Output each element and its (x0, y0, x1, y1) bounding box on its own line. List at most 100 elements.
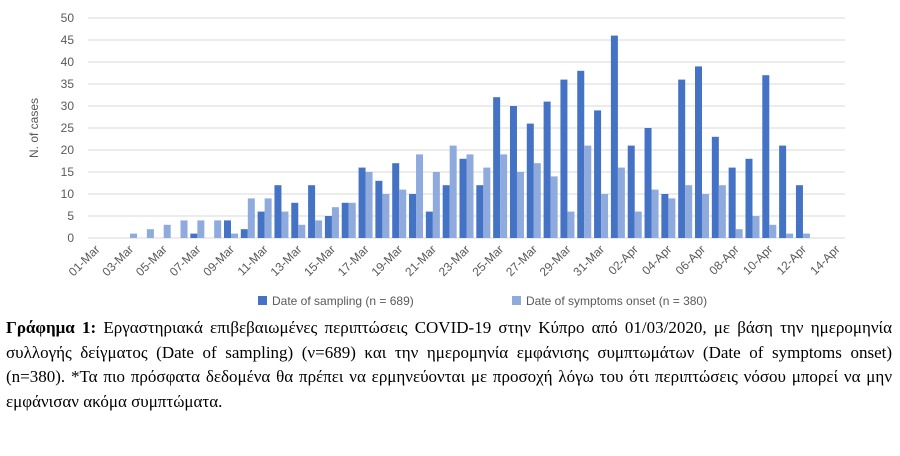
y-tick-label: 45 (61, 33, 75, 47)
y-tick-label: 35 (61, 77, 75, 91)
bar-date-of-symptoms-onset (516, 172, 524, 238)
x-tick-label: 06-Apr (673, 242, 708, 277)
bar-date-of-symptoms-onset (247, 198, 255, 238)
bar-date-of-symptoms-onset (769, 224, 777, 238)
x-tick-label: 02-Apr (605, 242, 640, 277)
bar-date-of-symptoms-onset (163, 224, 171, 238)
bar-date-of-symptoms-onset (702, 194, 710, 238)
legend: Date of sampling (n = 689) Date of sympto… (258, 294, 707, 308)
bar-date-of-symptoms-onset (601, 194, 609, 238)
bar-date-of-sampling (324, 216, 332, 238)
bar-date-of-symptoms-onset (315, 220, 323, 238)
bar-date-of-symptoms-onset (416, 154, 424, 238)
bar-date-of-symptoms-onset (483, 167, 491, 238)
bar-date-of-symptoms-onset (130, 233, 138, 238)
caption-text: Εργαστηριακά επιβεβαιωμένες περιπτώσεις … (6, 318, 892, 411)
bar-date-of-sampling (678, 79, 686, 238)
bar-date-of-sampling (257, 211, 265, 238)
x-tick-label: 04-Apr (639, 242, 674, 277)
bar-date-of-sampling (240, 229, 248, 238)
bar-date-of-sampling (728, 167, 736, 238)
bar-date-of-symptoms-onset (685, 185, 693, 238)
bar-date-of-sampling (375, 180, 383, 238)
bar-date-of-symptoms-onset (466, 154, 474, 238)
y-tick-label: 30 (61, 99, 75, 113)
bar-date-of-sampling (341, 202, 349, 238)
bar-date-of-symptoms-onset (718, 185, 726, 238)
bar-date-of-sampling (762, 75, 770, 238)
bar-date-of-symptoms-onset (331, 207, 339, 238)
figure-caption: Γράφημα 1: Εργαστηριακά επιβεβαιωμένες π… (6, 316, 892, 414)
bar-date-of-symptoms-onset (634, 211, 642, 238)
x-tick-label: 29-Mar (537, 242, 574, 279)
y-axis-title: N. of cases (27, 98, 41, 158)
x-tick-label: 09-Mar (200, 242, 237, 279)
bar-date-of-sampling (392, 163, 400, 238)
x-tick-label: 31-Mar (570, 242, 607, 279)
bar-date-of-symptoms-onset (786, 233, 794, 238)
bar-date-of-sampling (745, 158, 753, 238)
bar-date-of-symptoms-onset (365, 172, 373, 238)
y-tick-label: 5 (67, 209, 74, 223)
x-tick-label: 12-Apr (774, 242, 809, 277)
chart: 0 5 10 15 20 25 30 35 40 45 50 01-Mar 03-Mar 05-Mar 0… (27, 11, 845, 308)
bar-date-of-symptoms-onset (214, 220, 222, 238)
bar-date-of-symptoms-onset (197, 220, 205, 238)
x-tick-label: 27-Mar (503, 242, 540, 279)
x-tick-label: 23-Mar (436, 242, 473, 279)
legend-swatch (258, 296, 267, 305)
bar-date-of-sampling (644, 128, 652, 238)
bar-date-of-sampling (711, 136, 719, 238)
x-tick-label: 03-Mar (99, 242, 136, 279)
bar-date-of-sampling (610, 35, 618, 238)
x-tick-label: 19-Mar (369, 242, 406, 279)
bar-date-of-sampling (577, 70, 585, 238)
bar-date-of-sampling (442, 185, 450, 238)
bar-date-of-symptoms-onset (180, 220, 188, 238)
bar-date-of-sampling (291, 202, 299, 238)
bar-date-of-sampling (425, 211, 433, 238)
y-tick-label: 15 (61, 165, 75, 179)
legend-label: Date of sampling (n = 689) (272, 294, 414, 308)
bar-date-of-symptoms-onset (533, 163, 541, 238)
x-tick-label: 14-Apr (807, 242, 842, 277)
bar-date-of-symptoms-onset (348, 202, 356, 238)
bar-date-of-sampling (594, 110, 602, 238)
bar-date-of-symptoms-onset (567, 211, 575, 238)
y-tick-label: 25 (61, 121, 75, 135)
bar-date-of-symptoms-onset (230, 233, 238, 238)
bar-date-of-symptoms-onset (432, 172, 440, 238)
legend-swatch (512, 296, 521, 305)
bar-date-of-symptoms-onset (399, 189, 407, 238)
x-tick-label: 21-Mar (402, 242, 439, 279)
bar-date-of-symptoms-onset (382, 194, 390, 238)
bar-date-of-symptoms-onset (281, 211, 289, 238)
bar-date-of-sampling (526, 123, 534, 238)
bar-date-of-symptoms-onset (146, 229, 154, 238)
bar-date-of-sampling (560, 79, 568, 238)
bar-date-of-symptoms-onset (651, 189, 659, 238)
caption-label: Γράφημα 1: (6, 318, 97, 337)
bar-date-of-symptoms-onset (802, 233, 810, 238)
bar-date-of-symptoms-onset (584, 145, 592, 238)
y-tick-label: 20 (61, 143, 75, 157)
x-tick-label: 11-Mar (235, 242, 271, 278)
bar-date-of-symptoms-onset (449, 145, 457, 238)
bar-date-of-sampling (190, 233, 198, 238)
bars (130, 35, 810, 239)
bar-date-of-symptoms-onset (500, 154, 508, 238)
x-axis-ticks: 01-Mar03-Mar05-Mar07-Mar09-Mar11-Mar13-M… (66, 242, 843, 279)
bar-date-of-symptoms-onset (752, 216, 760, 238)
bar-date-of-symptoms-onset (617, 167, 625, 238)
x-tick-label: 10-Apr (740, 242, 775, 277)
bar-date-of-sampling (223, 220, 231, 238)
y-axis-ticks: 0 5 10 15 20 25 30 35 40 45 50 (61, 11, 75, 245)
x-tick-label: 01-Mar (66, 242, 103, 279)
x-tick-label: 17-Mar (335, 242, 372, 279)
bar-date-of-symptoms-onset (550, 176, 558, 238)
y-tick-label: 50 (61, 11, 75, 25)
bar-date-of-sampling (308, 185, 316, 238)
y-tick-label: 0 (67, 231, 74, 245)
x-tick-label: 05-Mar (133, 242, 170, 279)
